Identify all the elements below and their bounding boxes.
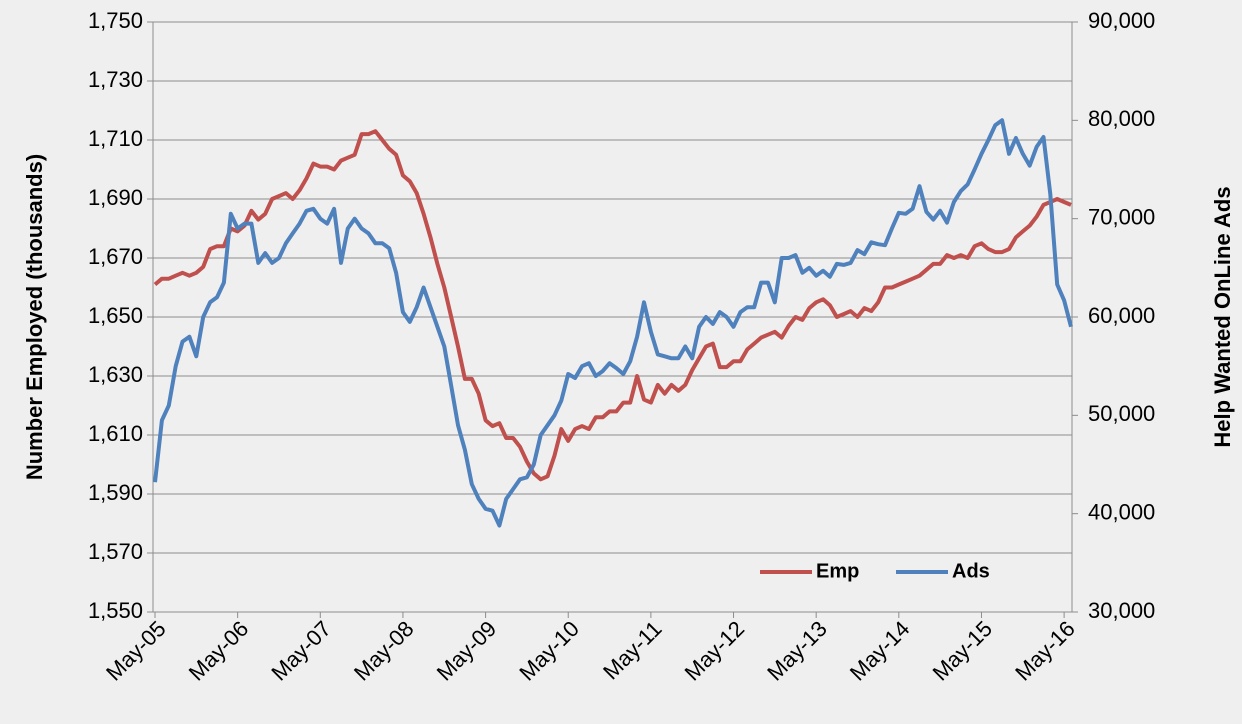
y-tick-label: 1,670 <box>88 244 143 269</box>
y2-tick-label: 80,000 <box>1088 106 1155 131</box>
y2-tick-label: 90,000 <box>1088 8 1155 33</box>
y2-tick-label: 40,000 <box>1088 499 1155 524</box>
y-tick-label: 1,610 <box>88 421 143 446</box>
y2-tick-label: 30,000 <box>1088 598 1155 623</box>
y-tick-label: 1,650 <box>88 303 143 328</box>
y-tick-label: 1,630 <box>88 362 143 387</box>
y-tick-label: 1,710 <box>88 126 143 151</box>
series-line <box>153 118 1073 528</box>
legend-label: Ads <box>952 560 990 582</box>
y-tick-label: 1,730 <box>88 67 143 92</box>
y-tick-label: 1,750 <box>88 8 143 33</box>
legend-label: Emp <box>816 560 859 582</box>
series-line <box>153 129 1072 482</box>
y-tick-label: 1,550 <box>88 598 143 623</box>
y-tick-label: 1,690 <box>88 185 143 210</box>
y-tick-label: 1,570 <box>88 539 143 564</box>
y2-tick-label: 70,000 <box>1088 204 1155 229</box>
y-tick-label: 1,590 <box>88 480 143 505</box>
y2-tick-label: 50,000 <box>1088 401 1155 426</box>
y2-tick-label: 60,000 <box>1088 303 1155 328</box>
y2-axis-title: Help Wanted OnLine Ads <box>1210 186 1235 447</box>
y-axis-title: Number Employed (thousands) <box>22 154 47 480</box>
